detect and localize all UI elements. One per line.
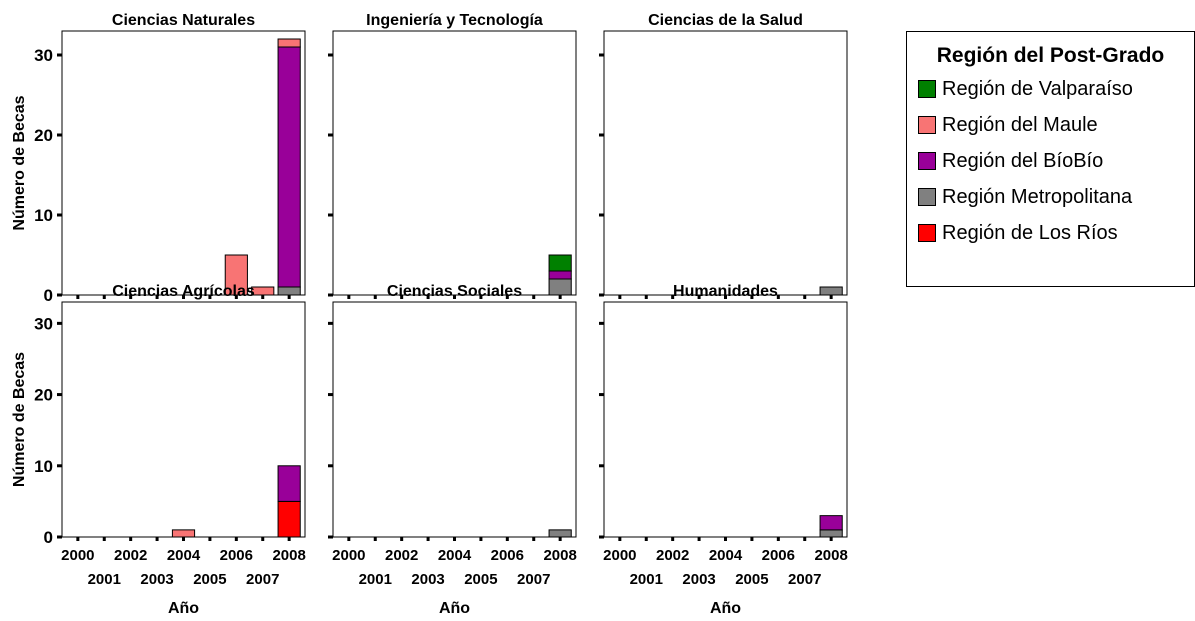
x-tick-label: 2003: [682, 571, 715, 588]
x-tick-label: 2001: [359, 571, 392, 588]
bar-segment: [277, 38, 301, 48]
x-tick-label: 2001: [88, 571, 121, 588]
x-tick-label: 2002: [114, 547, 147, 564]
bar-segment: [548, 529, 572, 538]
bar-segment: [277, 286, 301, 296]
bar-segment: [548, 254, 572, 272]
y-tick-label: 10: [34, 206, 53, 225]
bar-segment: [251, 286, 275, 296]
bar-segment: [819, 286, 843, 296]
x-tick-label: 2008: [272, 547, 305, 564]
x-tick-label: 2002: [656, 547, 689, 564]
legend-swatch-maule: [918, 116, 936, 134]
legend-item-metropolitana: Región Metropolitana: [918, 185, 1132, 209]
panel-frame: [61, 30, 306, 296]
panel-title: Ciencias Agrícolas: [112, 283, 255, 300]
panel-title: Ciencias de la Salud: [648, 12, 803, 29]
y-axis-label: Número de Becas: [11, 95, 28, 230]
x-tick-label: 2002: [385, 547, 418, 564]
x-tick-label: 2000: [332, 547, 365, 564]
panel-title: Ciencias Sociales: [387, 283, 522, 300]
x-axis-label: Año: [168, 600, 199, 617]
bar-segment: [548, 270, 572, 280]
x-axis-label: Año: [710, 600, 741, 617]
legend-label-maule: Región del Maule: [942, 113, 1098, 136]
x-tick-label: 2000: [603, 547, 636, 564]
panel-title: Humanidades: [673, 283, 778, 300]
legend-label-biobio: Región del BíoBío: [942, 149, 1104, 172]
panel-frame: [332, 301, 577, 538]
x-tick-label: 2006: [762, 547, 795, 564]
legend-swatch-los-rios: [918, 224, 936, 242]
y-tick-label: 0: [44, 286, 53, 305]
y-tick-label: 0: [44, 528, 53, 547]
legend-label-metropolitana: Región Metropolitana: [942, 185, 1133, 208]
legend-swatch-metropolitana: [918, 188, 936, 206]
legend-title: Región del Post-Grado: [936, 44, 1165, 67]
y-tick-label: 20: [34, 386, 53, 405]
x-tick-label: 2007: [246, 571, 279, 588]
x-tick-label: 2007: [517, 571, 550, 588]
bar-segment: [171, 529, 196, 538]
x-tick-label: 2006: [491, 547, 524, 564]
x-tick-label: 2004: [438, 547, 472, 564]
legend-label-valparaiso: Región de Valparaíso: [942, 77, 1133, 100]
y-tick-label: 30: [34, 314, 53, 333]
x-tick-label: 2003: [411, 571, 444, 588]
bar-segment: [277, 46, 301, 288]
x-tick-label: 2008: [814, 547, 847, 564]
x-tick-label: 2005: [193, 571, 226, 588]
panel-title: Ingeniería y Tecnología: [366, 12, 543, 29]
x-tick-label: 2006: [220, 547, 253, 564]
panel-frame: [332, 30, 577, 296]
y-tick-label: 10: [34, 457, 53, 476]
panel-frame: [61, 301, 306, 538]
x-tick-label: 2005: [464, 571, 497, 588]
bar-segment: [277, 465, 301, 502]
x-tick-label: 2004: [709, 547, 743, 564]
bar-segment: [224, 254, 248, 296]
legend-swatch-biobio: [918, 152, 936, 170]
legend-item-maule: Región del Maule: [918, 113, 1098, 137]
x-tick-label: 2008: [543, 547, 576, 564]
x-tick-label: 2000: [61, 547, 94, 564]
x-tick-label: 2001: [630, 571, 663, 588]
bar-segment: [548, 278, 572, 296]
legend-label-los-rios: Región de Los Ríos: [942, 221, 1118, 244]
y-axis-label: Número de Becas: [11, 352, 28, 487]
panel-frame: [603, 301, 848, 538]
legend-swatch-valparaiso: [918, 80, 936, 98]
panel-frame: [603, 30, 848, 296]
panel-title: Ciencias Naturales: [112, 12, 255, 29]
y-tick-label: 20: [34, 126, 53, 145]
y-tick-label: 30: [34, 46, 53, 65]
x-tick-label: 2007: [788, 571, 821, 588]
x-axis-label: Año: [439, 600, 470, 617]
bar-segment: [819, 515, 843, 531]
x-tick-label: 2004: [167, 547, 201, 564]
legend-item-biobio: Región del BíoBío: [918, 149, 1103, 173]
x-tick-label: 2003: [140, 571, 173, 588]
legend-item-los-rios: Región de Los Ríos: [918, 221, 1118, 245]
chart-legend: Región del Post-Grado Región de Valparaí…: [906, 31, 1195, 287]
legend-item-valparaiso: Región de Valparaíso: [918, 77, 1133, 101]
bar-segment: [277, 500, 301, 538]
bar-segment: [819, 529, 843, 538]
x-tick-label: 2005: [735, 571, 768, 588]
